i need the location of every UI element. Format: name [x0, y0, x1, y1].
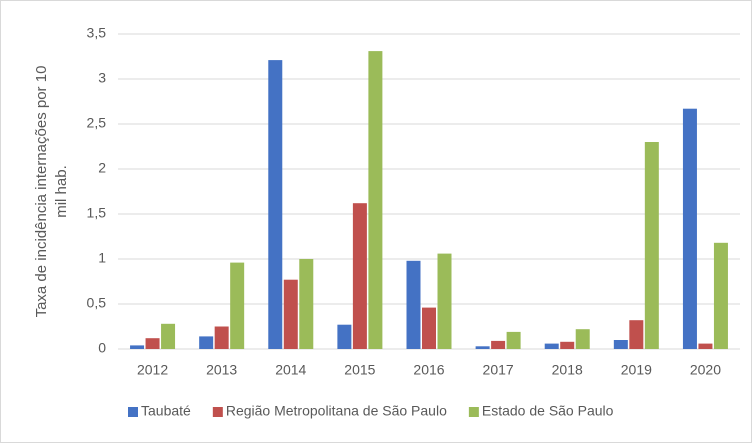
y-tick-label: 1,5 [87, 205, 107, 221]
bar [438, 254, 452, 349]
bar [299, 259, 313, 349]
bar [284, 280, 298, 349]
x-tick-label: 2019 [621, 362, 652, 378]
x-tick-label: 2016 [413, 362, 444, 378]
x-tick-label: 2012 [137, 362, 168, 378]
legend-label: Estado de São Paulo [482, 403, 614, 419]
legend-swatch [213, 407, 223, 417]
y-tick-label: 3 [98, 70, 106, 86]
x-tick-label: 2015 [344, 362, 375, 378]
bar [491, 341, 505, 349]
bar [714, 243, 728, 349]
bar [230, 263, 244, 349]
chart: 0 0,5 1 1,5 2 2,5 3 3,5 Taxa de incidência inter… [0, 0, 753, 444]
legend-label: Região Metropolitana de São Paulo [226, 403, 447, 419]
bar [629, 320, 643, 349]
bar [422, 308, 436, 349]
bar [683, 109, 697, 349]
bar [576, 329, 590, 349]
bar [353, 203, 367, 349]
y-tick-label: 2 [98, 160, 106, 176]
x-tick-label: 2018 [552, 362, 583, 378]
bar [368, 51, 382, 349]
x-tick-label: 2020 [690, 362, 721, 378]
legend-label: Taubaté [141, 403, 191, 419]
y-axis-label: Taxa de incidência internações por 10 [33, 66, 50, 318]
x-tick-label: 2014 [275, 362, 306, 378]
bar [545, 344, 559, 349]
legend-swatch [469, 407, 479, 417]
bar [614, 340, 628, 349]
legend-swatch [128, 407, 138, 417]
y-tick-label: 1 [98, 250, 106, 266]
y-tick-label: 0 [98, 340, 106, 356]
bar [337, 325, 351, 349]
y-tick-label: 3,5 [87, 25, 107, 41]
y-tick-label: 0,5 [87, 295, 107, 311]
bar [199, 336, 213, 349]
bar [130, 345, 144, 349]
bar [507, 332, 521, 349]
x-tick-label: 2017 [483, 362, 514, 378]
bar [560, 342, 574, 349]
y-axis-label: mil hab. [53, 165, 70, 218]
y-tick-label: 2,5 [87, 115, 107, 131]
bar [698, 344, 712, 349]
bar [161, 324, 175, 349]
bar [268, 60, 282, 349]
bar [146, 338, 160, 349]
x-tick-label: 2013 [206, 362, 237, 378]
bar [215, 327, 229, 350]
bar [645, 142, 659, 349]
bar [407, 261, 421, 349]
bar [476, 346, 490, 349]
